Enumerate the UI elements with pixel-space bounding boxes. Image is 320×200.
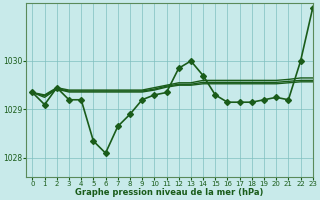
X-axis label: Graphe pression niveau de la mer (hPa): Graphe pression niveau de la mer (hPa) — [76, 188, 264, 197]
